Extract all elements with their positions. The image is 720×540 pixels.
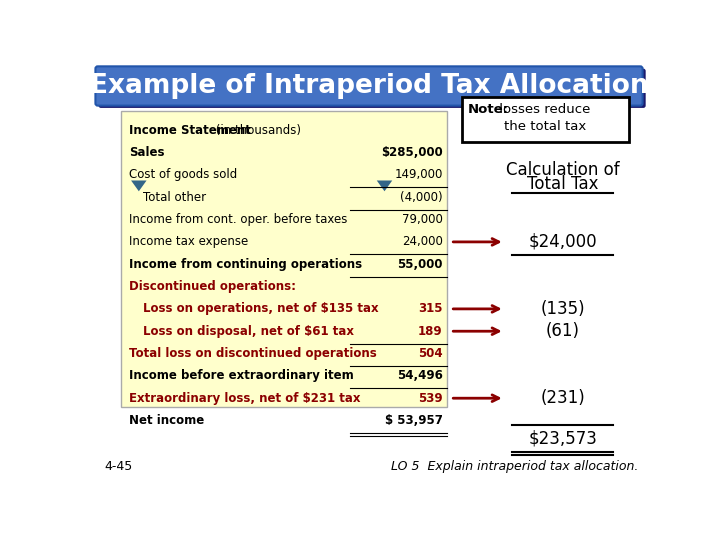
Bar [121,111,446,408]
Text: (4,000): (4,000) [400,191,443,204]
FancyBboxPatch shape [96,66,642,106]
Text: 54,496: 54,496 [397,369,443,382]
Bar [462,97,629,142]
Text: (135): (135) [541,300,585,318]
Text: Cost of goods sold: Cost of goods sold [129,168,237,181]
Text: 4-45: 4-45 [104,460,132,473]
Text: Income from cont. oper. before taxes: Income from cont. oper. before taxes [129,213,347,226]
Text: Example of Intraperiod Tax Allocation: Example of Intraperiod Tax Allocation [90,72,648,99]
Polygon shape [131,180,147,191]
Text: Total Tax: Total Tax [527,175,598,193]
FancyBboxPatch shape [99,69,646,108]
Text: Note:: Note: [468,103,509,116]
Text: 539: 539 [418,392,443,404]
Text: Total other: Total other [143,191,206,204]
Text: Loss on disposal, net of $61 tax: Loss on disposal, net of $61 tax [143,325,354,338]
Text: Income before extraordinary item: Income before extraordinary item [129,369,354,382]
Text: Total loss on discontinued operations: Total loss on discontinued operations [129,347,377,360]
Text: losses reduce: losses reduce [495,103,590,116]
Text: $ 53,957: $ 53,957 [384,414,443,427]
Text: Net income: Net income [129,414,204,427]
Text: Calculation of: Calculation of [506,161,620,179]
Text: Income tax expense: Income tax expense [129,235,248,248]
Text: (61): (61) [546,322,580,340]
Text: 189: 189 [418,325,443,338]
Text: 79,000: 79,000 [402,213,443,226]
Text: Income Statement: Income Statement [129,124,251,137]
Text: Extraordinary loss, net of $231 tax: Extraordinary loss, net of $231 tax [129,392,360,404]
Text: (231): (231) [541,389,585,407]
Text: $23,573: $23,573 [528,429,597,448]
Text: $285,000: $285,000 [381,146,443,159]
Text: Sales: Sales [129,146,164,159]
Text: 315: 315 [418,302,443,315]
Text: (in thousands): (in thousands) [212,124,302,137]
Text: 55,000: 55,000 [397,258,443,271]
Text: 24,000: 24,000 [402,235,443,248]
Text: Loss on operations, net of $135 tax: Loss on operations, net of $135 tax [143,302,378,315]
Text: 149,000: 149,000 [395,168,443,181]
Text: Income from continuing operations: Income from continuing operations [129,258,362,271]
Text: LO 5  Explain intraperiod tax allocation.: LO 5 Explain intraperiod tax allocation. [392,460,639,473]
Text: the total tax: the total tax [504,120,586,133]
Text: $24,000: $24,000 [528,233,597,251]
Polygon shape [377,180,392,191]
Text: Discontinued operations:: Discontinued operations: [129,280,296,293]
Text: 504: 504 [418,347,443,360]
